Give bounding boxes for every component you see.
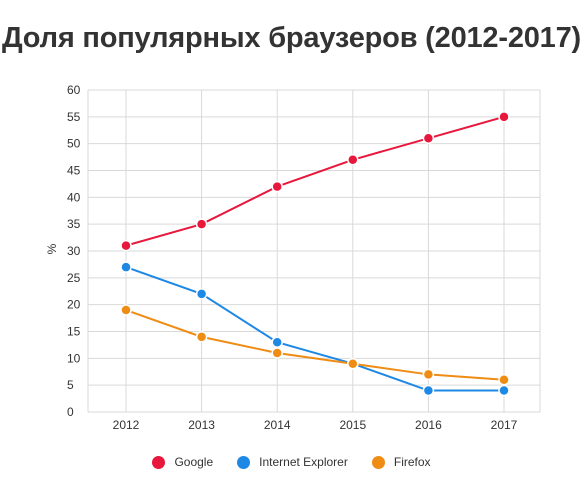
x-tick-label: 2015 xyxy=(339,418,366,432)
y-tick-label: 60 xyxy=(67,83,81,97)
y-tick-label: 35 xyxy=(67,217,81,231)
legend-item: Firefox xyxy=(371,455,431,469)
legend-swatch xyxy=(371,455,385,469)
y-axis-label: % xyxy=(45,243,59,254)
data-point xyxy=(195,288,208,300)
data-point xyxy=(271,336,283,348)
chart-title: Доля популярных браузеров (2012-2017) xyxy=(1,22,581,54)
y-tick-label: 0 xyxy=(67,405,74,419)
data-point xyxy=(422,132,435,145)
series-line xyxy=(125,266,504,392)
data-point xyxy=(271,347,283,359)
data-point xyxy=(422,384,435,397)
x-tick-label: 2017 xyxy=(491,418,518,432)
y-tick-label: 25 xyxy=(67,271,81,285)
y-tick-label: 55 xyxy=(67,110,81,124)
x-tick-label: 2016 xyxy=(415,418,442,432)
data-point xyxy=(120,239,132,252)
legend-swatch xyxy=(152,455,166,469)
series-points xyxy=(120,111,510,397)
legend-item: Google xyxy=(152,455,213,469)
data-point xyxy=(498,384,510,397)
legend-swatch xyxy=(237,455,251,469)
y-tick-label: 5 xyxy=(67,378,74,392)
data-point xyxy=(347,154,359,166)
legend-item: Internet Explorer xyxy=(237,455,348,469)
y-tick-label: 30 xyxy=(67,244,81,258)
data-point xyxy=(498,374,510,386)
series-lines xyxy=(125,115,505,392)
series-line xyxy=(125,309,505,381)
y-tick-label: 20 xyxy=(67,298,81,312)
gridlines xyxy=(87,89,541,413)
series-line xyxy=(125,115,505,247)
y-tick-label: 10 xyxy=(67,351,81,365)
y-tick-label: 50 xyxy=(67,137,81,151)
legend-label: Firefox xyxy=(393,455,431,469)
data-point xyxy=(347,357,359,370)
y-tick-label: 40 xyxy=(67,190,81,204)
legend: Google Internet Explorer Firefox xyxy=(0,455,583,469)
data-point xyxy=(120,261,132,273)
data-point xyxy=(498,111,510,123)
x-tick-label: 2012 xyxy=(113,418,140,432)
data-point xyxy=(271,180,283,193)
data-point xyxy=(120,304,132,316)
y-tick-label: 15 xyxy=(67,325,81,339)
legend-label: Google xyxy=(174,455,214,469)
data-point xyxy=(195,218,208,230)
x-tick-label: 2013 xyxy=(188,418,215,432)
x-tick-label: 2014 xyxy=(264,418,291,432)
legend-label: Internet Explorer xyxy=(259,455,348,469)
data-point xyxy=(195,331,208,343)
y-tick-label: 45 xyxy=(67,164,81,178)
x-tick-labels: 2012 2013 2014 2015 2016 2017 xyxy=(113,418,518,432)
y-tick-labels: 0 5 10 15 20 25 30 35 40 45 50 55 60 xyxy=(67,83,81,419)
data-point xyxy=(422,368,435,381)
